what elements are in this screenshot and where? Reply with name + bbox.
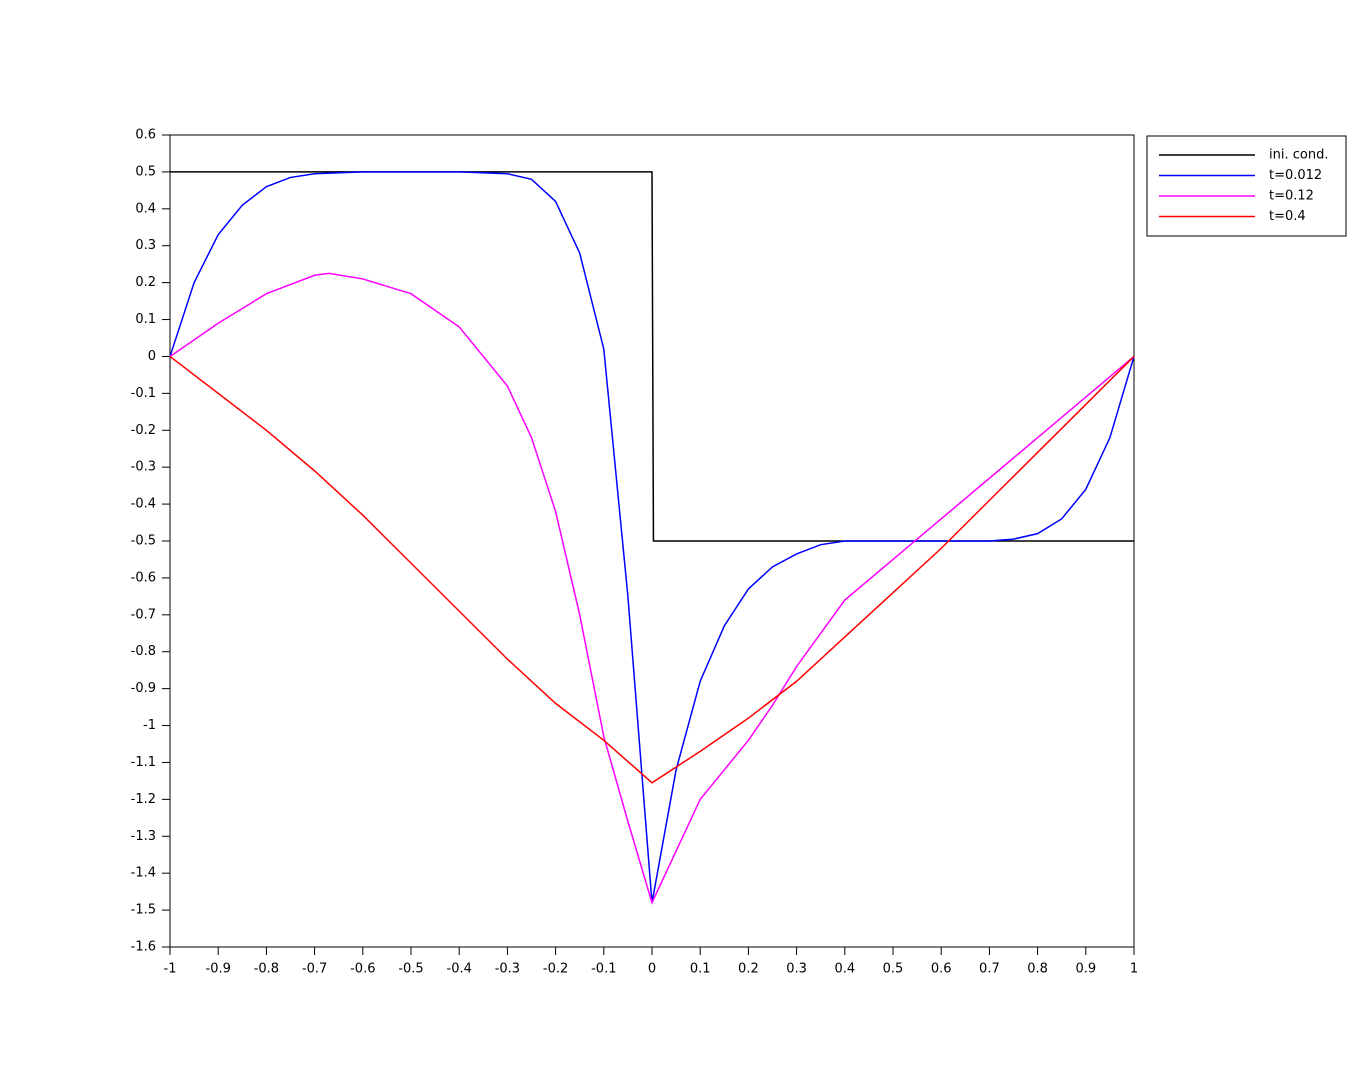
y-tick-label: 0 [148,349,156,364]
x-tick-label: -0.2 [543,962,568,977]
y-tick-label: -0.4 [131,497,156,512]
x-tick-label: 0.5 [883,962,904,977]
x-tick-label: 1 [1130,962,1138,977]
x-tick-label: 0.2 [738,962,759,977]
y-tick-label: -1 [143,718,156,733]
x-tick-label: -0.1 [591,962,616,977]
y-tick-label: -0.1 [131,386,156,401]
y-tick-label: 0.4 [135,201,156,216]
legend-box [1146,135,1347,237]
x-tick-label: 0.6 [931,962,952,977]
y-tick-label: 0.6 [135,128,156,143]
legend-label: ini. cond. [1269,148,1328,163]
y-tick-label: -0.7 [131,607,156,622]
x-tick-label: 0.3 [786,962,807,977]
series-line [169,355,1135,784]
y-tick-label: 0.5 [135,164,156,179]
x-tick-label: 0.4 [834,962,855,977]
y-tick-label: 0.2 [135,275,156,290]
legend-label: t=0.12 [1269,189,1314,204]
x-tick-label: -0.7 [302,962,327,977]
x-tick-label: -0.9 [206,962,231,977]
x-tick-label: -0.3 [495,962,520,977]
legend-label: t=0.4 [1269,209,1306,224]
y-tick-label: -1.6 [131,940,156,955]
x-tick-label: -0.8 [254,962,279,977]
y-tick-label: -1.4 [131,866,156,881]
x-tick-label: 0 [648,962,656,977]
y-tick-label: 0.3 [135,238,156,253]
y-tick-label: -0.3 [131,460,156,475]
x-tick-label: 0.8 [1027,962,1048,977]
series-line [169,171,1135,903]
x-tick-label: -1 [164,962,177,977]
y-tick-label: -0.9 [131,681,156,696]
y-tick-label: -0.5 [131,534,156,549]
x-tick-label: 0.7 [979,962,1000,977]
y-tick-label: -0.8 [131,644,156,659]
y-tick-label: -0.6 [131,570,156,585]
legend-label: t=0.012 [1269,168,1322,183]
y-tick-label: -1.3 [131,829,156,844]
y-tick-label: 0.1 [135,312,156,327]
x-tick-label: 0.1 [690,962,711,977]
y-tick-label: -1.5 [131,903,156,918]
x-tick-label: -0.6 [350,962,375,977]
x-tick-label: -0.5 [398,962,423,977]
series-line [169,272,1135,905]
y-tick-label: -1.2 [131,792,156,807]
y-tick-label: -1.1 [131,755,156,770]
y-tick-label: -0.2 [131,423,156,438]
x-tick-label: -0.4 [447,962,472,977]
x-tick-label: 0.9 [1075,962,1096,977]
